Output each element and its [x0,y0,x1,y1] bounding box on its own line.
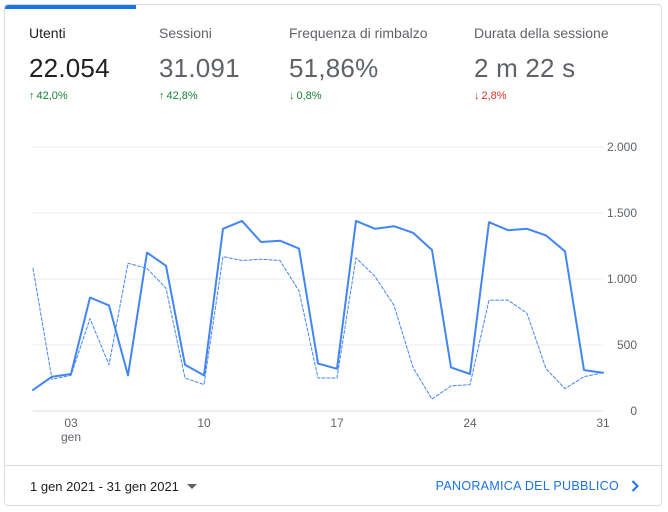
x-tick-label: 17 [330,416,344,430]
x-tick-label: 10 [197,416,211,430]
metric-delta-value: 42,8% [166,90,198,102]
metric-value: 22.054 [29,53,110,83]
metric-label: Sessioni [159,25,212,41]
y-tick-label: 0 [630,404,637,418]
metric-label: Frequenza di rimbalzo [289,25,428,41]
audience-overview-link[interactable]: PANORAMICA DEL PUBBLICO [436,479,639,493]
x-tick-label: 24 [463,416,477,430]
chevron-right-icon [631,480,639,492]
audience-overview-card: Utenti 22.054 ↑ 42,0% Sessioni 31.091 ↑ 42… [4,4,662,506]
arrow-down-icon: ↓ [474,90,480,102]
arrow-up-icon: ↑ [159,90,165,102]
metric-tab-frequenza-rimbalzo[interactable]: Frequenza di rimbalzo 51,86% ↓ 0,8% [289,25,428,102]
metric-value: 51,86% [289,53,379,83]
y-tick-label: 500 [617,338,637,352]
date-range-selector[interactable]: 1 gen 2021 - 31 gen 2021 [30,479,197,494]
arrow-up-icon: ↑ [29,90,35,102]
metric-delta: ↑ 42,0% [29,90,110,102]
series-line-current-period [32,219,604,391]
metric-delta: ↓ 2,8% [474,90,609,102]
x-tick-sublabel: gen [61,430,81,444]
metric-label: Utenti [29,25,66,41]
y-tick-label: 1.000 [607,272,637,286]
arrow-down-icon: ↓ [289,90,295,102]
metric-tab-sessioni[interactable]: Sessioni 31.091 ↑ 42,8% [159,25,240,102]
metric-label: Durata della sessione [474,25,609,41]
caret-down-icon [186,484,197,489]
active-tab-indicator [5,5,136,9]
date-range-label: 1 gen 2021 - 31 gen 2021 [30,479,179,494]
y-tick-label: 1.500 [607,206,637,220]
metric-value: 2 m 22 s [474,53,576,83]
metric-delta: ↓ 0,8% [289,90,428,102]
metric-tab-utenti[interactable]: Utenti 22.054 ↑ 42,0% [29,25,110,102]
x-tick-label: 31 [596,416,610,430]
footer-divider [5,465,661,466]
series-line-previous-period [32,256,604,400]
metric-delta-value: 2,8% [481,90,507,102]
metric-value: 31.091 [159,53,240,83]
audience-overview-link-label: PANORAMICA DEL PUBBLICO [435,479,619,493]
metric-delta: ↑ 42,8% [159,90,240,102]
x-tick-label: 03 [64,416,78,430]
metric-tab-durata-sessione[interactable]: Durata della sessione 2 m 22 s ↓ 2,8% [474,25,609,102]
y-tick-label: 2.000 [607,140,637,154]
metric-delta-value: 0,8% [296,90,322,102]
metric-delta-value: 42,0% [36,90,68,102]
